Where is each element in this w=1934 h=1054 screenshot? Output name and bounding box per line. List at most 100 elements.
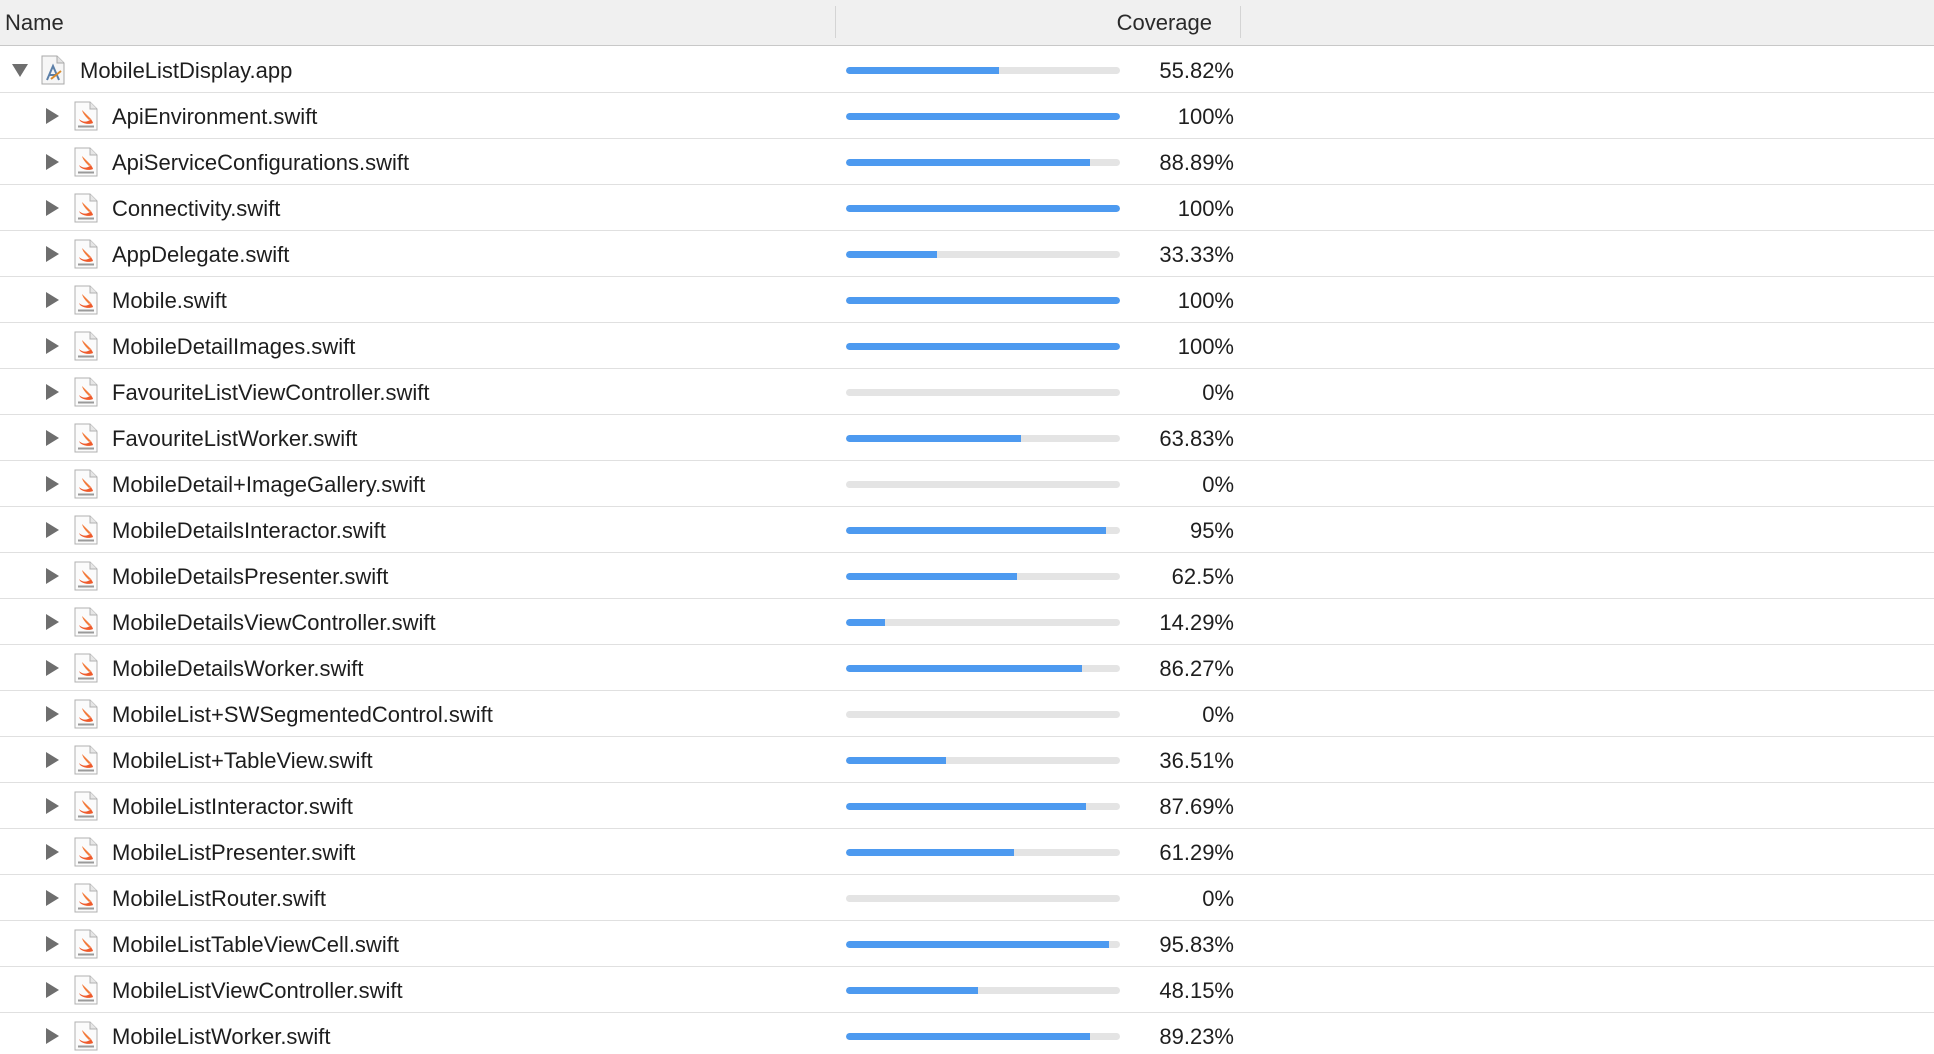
- swift-file-icon: [73, 285, 99, 315]
- coverage-bar: [846, 711, 1120, 718]
- disclosure-triangle-collapsed-icon[interactable]: [41, 289, 63, 311]
- coverage-percentage: 61.29%: [1159, 840, 1234, 865]
- swift-file-icon: [73, 515, 99, 545]
- swift-file-icon: [73, 147, 99, 177]
- swift-file-icon: [73, 331, 99, 361]
- swift-file-icon: [73, 469, 99, 499]
- disclosure-triangle-collapsed-icon[interactable]: [41, 151, 63, 173]
- table-row-root[interactable]: MobileListDisplay.app 55.82%: [0, 47, 1934, 93]
- disclosure-triangle-collapsed-icon[interactable]: [41, 381, 63, 403]
- swift-file-icon: [73, 101, 99, 131]
- disclosure-triangle-collapsed-icon[interactable]: [41, 565, 63, 587]
- disclosure-triangle-collapsed-icon[interactable]: [41, 979, 63, 1001]
- file-name: MobileDetailsWorker.swift: [112, 656, 364, 681]
- coverage-percentage: 62.5%: [1171, 564, 1234, 589]
- disclosure-triangle-collapsed-icon[interactable]: [41, 703, 63, 725]
- disclosure-triangle-collapsed-icon[interactable]: [41, 105, 63, 127]
- coverage-bar: [846, 803, 1120, 810]
- table-row[interactable]: MobileListWorker.swift 89.23%: [0, 1013, 1934, 1054]
- file-name: FavouriteListWorker.swift: [112, 426, 358, 451]
- file-name: MobileListPresenter.swift: [112, 840, 356, 865]
- disclosure-triangle-collapsed-icon[interactable]: [41, 795, 63, 817]
- app-icon: [40, 55, 66, 85]
- disclosure-triangle-collapsed-icon[interactable]: [41, 933, 63, 955]
- coverage-bar-fill: [846, 527, 1107, 534]
- table-row[interactable]: FavouriteListViewController.swift 0%: [0, 369, 1934, 415]
- table-row[interactable]: AppDelegate.swift 33.33%: [0, 231, 1934, 277]
- swift-file-icon: [73, 653, 99, 683]
- column-divider[interactable]: [835, 6, 836, 38]
- swift-file-icon: [73, 423, 99, 453]
- table-row[interactable]: Mobile.swift 100%: [0, 277, 1934, 323]
- swift-file-icon: [73, 975, 99, 1005]
- table-row[interactable]: Connectivity.swift 100%: [0, 185, 1934, 231]
- disclosure-triangle-collapsed-icon[interactable]: [41, 841, 63, 863]
- coverage-percentage: 36.51%: [1159, 748, 1234, 773]
- coverage-bar-fill: [846, 159, 1090, 166]
- file-name: MobileListWorker.swift: [112, 1024, 331, 1049]
- coverage-bar-fill: [846, 1033, 1091, 1040]
- coverage-bar: [846, 757, 1120, 764]
- disclosure-triangle-collapsed-icon[interactable]: [41, 1025, 63, 1047]
- column-header-coverage[interactable]: Coverage: [1116, 10, 1212, 35]
- table-row[interactable]: MobileDetailsWorker.swift 86.27%: [0, 645, 1934, 691]
- table-row[interactable]: MobileDetailsPresenter.swift 62.5%: [0, 553, 1934, 599]
- table-row[interactable]: MobileDetailImages.swift 100%: [0, 323, 1934, 369]
- coverage-bar: [846, 159, 1120, 166]
- coverage-bar: [846, 297, 1120, 304]
- disclosure-triangle-collapsed-icon[interactable]: [41, 197, 63, 219]
- coverage-percentage: 87.69%: [1159, 794, 1234, 819]
- coverage-bar: [846, 481, 1120, 488]
- file-name: MobileDetailsPresenter.swift: [112, 564, 389, 589]
- swift-file-icon: [73, 1021, 99, 1051]
- disclosure-triangle-collapsed-icon[interactable]: [41, 427, 63, 449]
- table-row[interactable]: MobileListViewController.swift 48.15%: [0, 967, 1934, 1013]
- table-row[interactable]: MobileListPresenter.swift 61.29%: [0, 829, 1934, 875]
- table-row[interactable]: MobileDetailsViewController.swift 14.29%: [0, 599, 1934, 645]
- table-row[interactable]: FavouriteListWorker.swift 63.83%: [0, 415, 1934, 461]
- disclosure-triangle-collapsed-icon[interactable]: [41, 611, 63, 633]
- disclosure-triangle-collapsed-icon[interactable]: [41, 519, 63, 541]
- table-row[interactable]: ApiEnvironment.swift 100%: [0, 93, 1934, 139]
- coverage-percentage: 33.33%: [1159, 242, 1234, 267]
- table-row[interactable]: MobileDetailsInteractor.swift 95%: [0, 507, 1934, 553]
- coverage-bar-fill: [846, 573, 1018, 580]
- disclosure-triangle-collapsed-icon[interactable]: [41, 657, 63, 679]
- table-row[interactable]: MobileDetail+ImageGallery.swift 0%: [0, 461, 1934, 507]
- coverage-percentage: 100%: [1177, 334, 1234, 359]
- coverage-percentage: 89.23%: [1159, 1024, 1234, 1049]
- coverage-bar: [846, 251, 1120, 258]
- disclosure-triangle-collapsed-icon[interactable]: [41, 473, 63, 495]
- disclosure-triangle-collapsed-icon[interactable]: [41, 335, 63, 357]
- table-row[interactable]: ApiServiceConfigurations.swift 88.89%: [0, 139, 1934, 185]
- table-row[interactable]: MobileList+TableView.swift 36.51%: [0, 737, 1934, 783]
- table-row[interactable]: MobileList+SWSegmentedControl.swift 0%: [0, 691, 1934, 737]
- coverage-bar-fill: [846, 665, 1083, 672]
- coverage-percentage: 63.83%: [1159, 426, 1234, 451]
- disclosure-triangle-expanded-icon[interactable]: [9, 59, 31, 81]
- table-row[interactable]: MobileListInteractor.swift 87.69%: [0, 783, 1934, 829]
- swift-file-icon: [73, 791, 99, 821]
- disclosure-triangle-collapsed-icon[interactable]: [41, 243, 63, 265]
- table-row[interactable]: MobileListTableViewCell.swift 95.83%: [0, 921, 1934, 967]
- swift-file-icon: [73, 239, 99, 269]
- column-header-name[interactable]: Name: [5, 10, 64, 35]
- table-row[interactable]: MobileListRouter.swift 0%: [0, 875, 1934, 921]
- file-name: AppDelegate.swift: [112, 242, 290, 267]
- swift-file-icon: [73, 607, 99, 637]
- coverage-bar-fill: [846, 619, 886, 626]
- coverage-bar-fill: [846, 987, 978, 994]
- disclosure-triangle-collapsed-icon[interactable]: [41, 749, 63, 771]
- coverage-bar-fill: [846, 757, 947, 764]
- coverage-percentage: 100%: [1177, 288, 1234, 313]
- coverage-percentage: 0%: [1202, 472, 1234, 497]
- coverage-bar: [846, 665, 1120, 672]
- swift-file-icon: [73, 561, 99, 591]
- target-name: MobileListDisplay.app: [80, 58, 293, 83]
- disclosure-triangle-collapsed-icon[interactable]: [41, 887, 63, 909]
- column-divider[interactable]: [1240, 6, 1241, 38]
- coverage-percentage: 14.29%: [1159, 610, 1234, 635]
- coverage-bar-fill: [846, 297, 1120, 304]
- swift-file-icon: [73, 699, 99, 729]
